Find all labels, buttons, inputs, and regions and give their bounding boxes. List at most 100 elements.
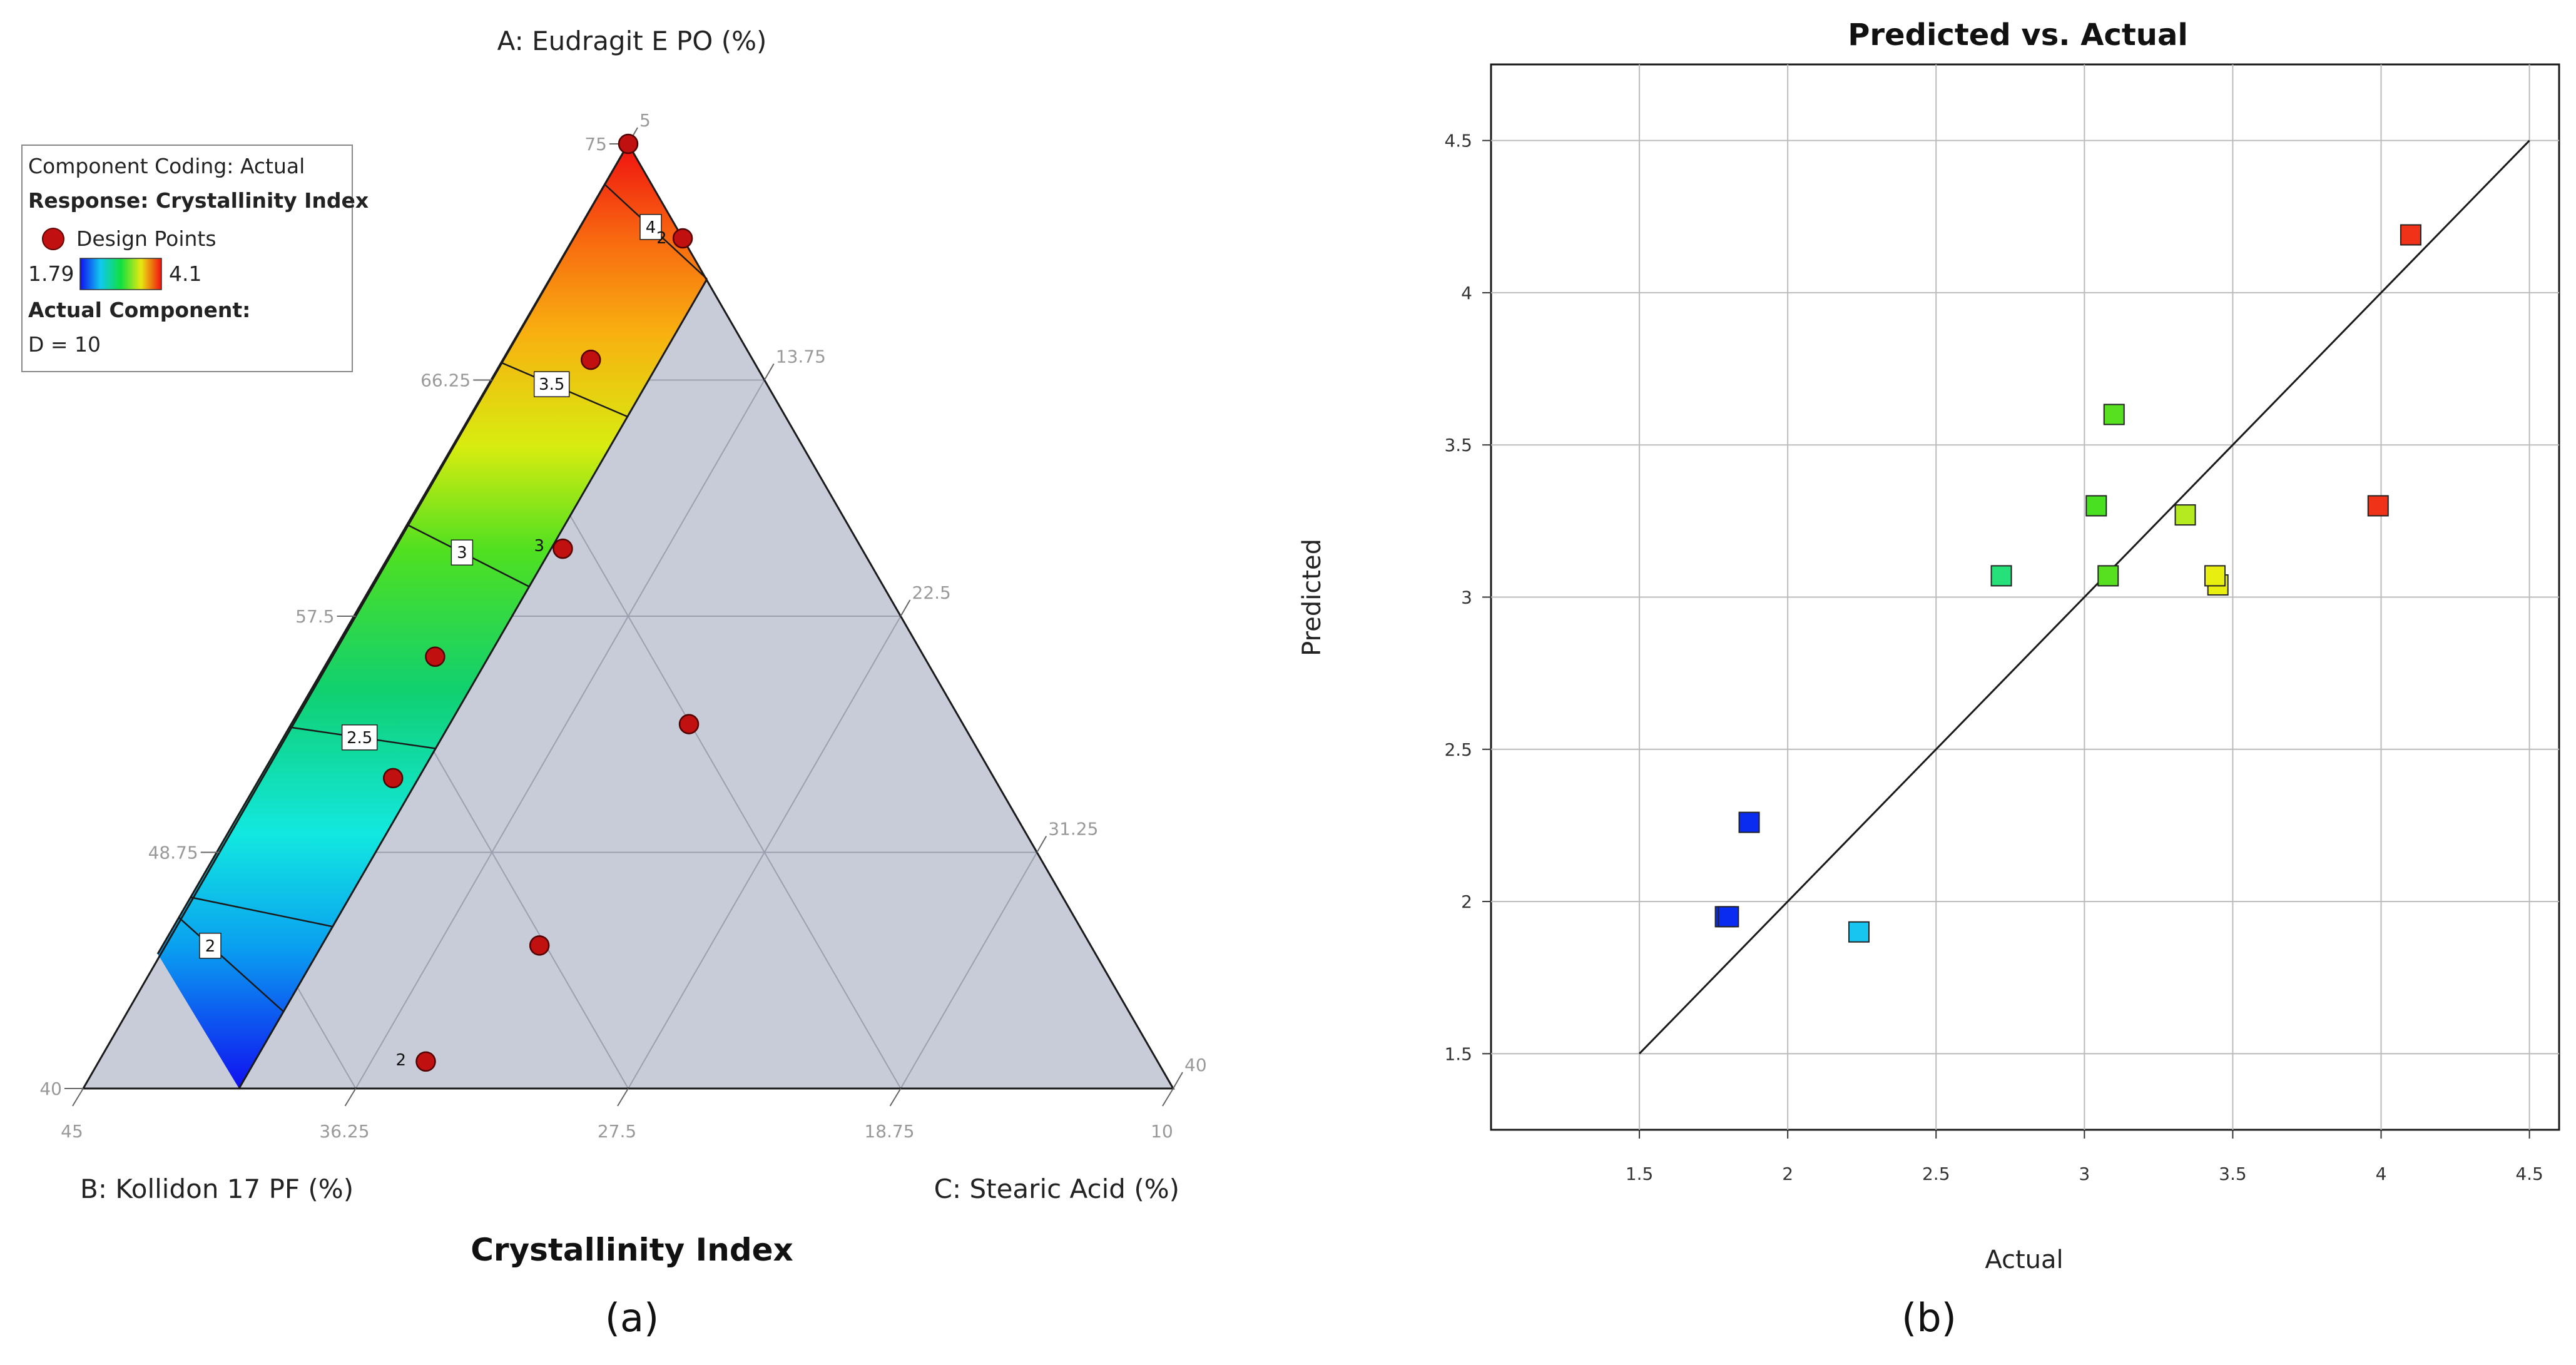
- a-tick-label: 66.25: [420, 370, 471, 391]
- b-tick-label: 45: [61, 1121, 83, 1142]
- b-tick-mark: [617, 1088, 629, 1107]
- c-tick-mark: [1173, 1072, 1183, 1089]
- y-tick-label: 3.5: [1444, 435, 1472, 455]
- legend-color-bar: [79, 258, 162, 290]
- c-tick-label: 22.5: [912, 582, 951, 603]
- feasible-region: [158, 144, 707, 1088]
- a-tick-label: 75: [584, 134, 607, 155]
- b-tick-mark: [889, 1088, 902, 1107]
- c-tick-mark: [900, 599, 911, 617]
- feasible-region-lower-edge: [158, 954, 239, 1088]
- ternary-grid-line: [900, 852, 1038, 1089]
- contour-label-box: [199, 933, 221, 959]
- caption-a: (a): [605, 1295, 659, 1341]
- x-tick-label: 4: [2376, 1164, 2387, 1184]
- corner-label-c: C: Stearic Acid (%): [934, 1174, 1179, 1204]
- data-point: [2367, 495, 2389, 517]
- y-tick-label: 4.5: [1444, 131, 1472, 151]
- b-tick-label: 10: [1151, 1121, 1173, 1142]
- data-point: [2400, 224, 2421, 246]
- data-point: [1738, 811, 1760, 833]
- b-tick-label: 36.25: [319, 1121, 369, 1142]
- b-tick-mark: [344, 1088, 357, 1107]
- data-point: [2097, 565, 2119, 587]
- y-tick-label: 1.5: [1444, 1043, 1472, 1064]
- contour-label-box: [341, 724, 378, 751]
- design-point: [415, 1051, 436, 1072]
- reference-line: [1639, 140, 2530, 1055]
- data-point: [1848, 921, 1870, 943]
- b-tick-mark: [72, 1088, 84, 1107]
- y-tick-label: 2: [1461, 891, 1472, 912]
- corner-label-b: B: Kollidon 17 PF (%): [80, 1174, 354, 1204]
- design-points: 2 2 3: [382, 133, 700, 1072]
- legend-design-points: Design Points: [76, 226, 216, 251]
- c-tick-label: 5: [639, 110, 651, 131]
- x-tick-label: 1.5: [1626, 1164, 1654, 1184]
- a-tick-label: 40: [39, 1078, 62, 1099]
- legend-design-point-icon: [42, 228, 64, 250]
- feasible-right-edge: [238, 278, 708, 1089]
- design-point: [552, 538, 573, 559]
- c-tick-mark: [1036, 836, 1047, 853]
- ternary-grid-line: [628, 616, 902, 1089]
- predicted-vs-actual-plot: Predicted vs. Actual 1.5 2 2.5 3 3.5 4 4.5 1.5 2…: [1298, 18, 2560, 1341]
- scatter-title: Predicted vs. Actual: [1848, 18, 2188, 53]
- corner-label-a: A: Eudragit E PO (%): [497, 26, 767, 56]
- data-point: [2085, 495, 2107, 517]
- design-point-label: 2: [395, 1051, 406, 1070]
- contour-line: [190, 896, 333, 928]
- x-tick-label: 4.5: [2515, 1164, 2543, 1184]
- legend-response: Response: Crystallinity Index: [28, 188, 369, 213]
- contour-label-box: [451, 539, 474, 566]
- y-tick-label: 3: [1461, 587, 1472, 608]
- data-point: [2174, 504, 2196, 526]
- data-point: [1990, 565, 2012, 587]
- x-axis-label: Actual: [1985, 1246, 2063, 1274]
- caption-b: (b): [1901, 1295, 1957, 1341]
- design-point-label: 3: [534, 537, 544, 556]
- data-point: [2103, 403, 2125, 425]
- contour-label: 2: [205, 937, 216, 956]
- b-tick-label: 18.75: [864, 1121, 914, 1142]
- y-axis-label: Predicted: [1298, 539, 1326, 656]
- scatter-grid: [1491, 64, 2559, 1130]
- contour-label: 3: [457, 544, 467, 562]
- b-tick-label: 27.5: [598, 1121, 636, 1142]
- x-tick-label: 3.5: [2219, 1164, 2247, 1184]
- contour-line: [178, 916, 284, 1012]
- design-point-label: 2: [656, 229, 667, 248]
- b-tick-mark: [1162, 1088, 1174, 1107]
- ternary-title: Crystallinity Index: [471, 1232, 793, 1268]
- x-tick-label: 3: [2079, 1164, 2090, 1184]
- contour-label: 3.5: [539, 375, 564, 394]
- legend-coding: Component Coding: Actual: [28, 154, 305, 178]
- contour-label: 2.5: [347, 729, 372, 748]
- scatter-points: [1714, 224, 2421, 943]
- c-tick-mark: [763, 363, 775, 380]
- legend-actual-component: Actual Component:: [28, 298, 250, 322]
- x-tick-label: 2.5: [1922, 1164, 1950, 1184]
- design-point: [618, 133, 639, 155]
- a-tick-label: 48.75: [148, 843, 198, 863]
- contour-label-box: [639, 214, 662, 240]
- y-tick-label: 4: [1461, 283, 1472, 303]
- y-tick-label: 2.5: [1444, 739, 1472, 760]
- design-point: [382, 768, 404, 789]
- contour-lines: 2 2.5 3 3.5 4: [178, 183, 708, 1012]
- legend-max: 4.1: [169, 261, 201, 286]
- c-tick-label: 13.75: [776, 347, 826, 367]
- data-point: [1718, 906, 1739, 928]
- design-point: [581, 349, 601, 370]
- ternary-ticks: 40 48.75 57.5 66.25 75 45 36.25 27.5 18.75 10 5 13.…: [39, 110, 1206, 1142]
- ternary-grid-line: [355, 380, 765, 1089]
- design-point: [678, 714, 700, 734]
- c-tick-label: 31.25: [1048, 819, 1098, 840]
- contour-label: 4: [646, 218, 656, 237]
- a-tick-label: 57.5: [295, 606, 334, 627]
- x-tick-label: 2: [1782, 1164, 1793, 1184]
- scatter-ticks: 1.5 2 2.5 3 3.5 4 4.5 1.5 2 2.5 3 3.5 4 4.5: [1444, 131, 2543, 1184]
- legend-box: Component Coding: Actual Response: Cryst…: [21, 145, 369, 372]
